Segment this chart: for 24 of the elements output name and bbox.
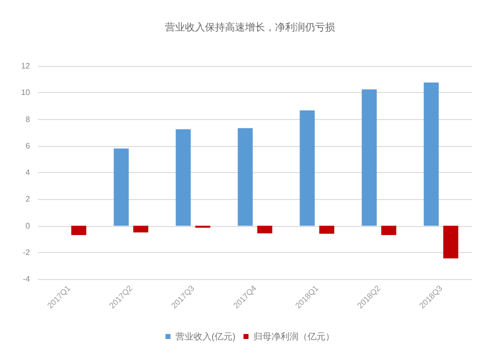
- chart-title: 营业收入保持高速增长，净利润仍亏损: [165, 22, 335, 34]
- y-tick-label: 2: [26, 194, 31, 204]
- y-tick-label: -2: [22, 248, 31, 257]
- bar: [300, 110, 315, 226]
- bar: [238, 128, 253, 226]
- legend-label: 归母净利润（亿元）: [253, 332, 334, 342]
- bar: [176, 129, 191, 226]
- y-tick-label: 10: [21, 88, 31, 98]
- bar: [319, 226, 334, 234]
- bar: [362, 89, 377, 226]
- bar: [114, 148, 129, 226]
- y-tick-label: 6: [26, 141, 31, 150]
- bar: [424, 82, 439, 226]
- y-tick-label: 0: [26, 221, 31, 230]
- bar: [443, 226, 458, 258]
- bar: [133, 226, 148, 232]
- y-tick-label: 4: [26, 168, 31, 177]
- y-tick-label: 8: [26, 114, 31, 124]
- legend-label: 营业收入(亿元): [176, 332, 236, 342]
- bar: [71, 226, 86, 236]
- y-tick-label: 12: [21, 62, 31, 70]
- bar: [381, 226, 396, 236]
- y-tick-label: -4: [22, 274, 31, 284]
- bar: [257, 226, 272, 234]
